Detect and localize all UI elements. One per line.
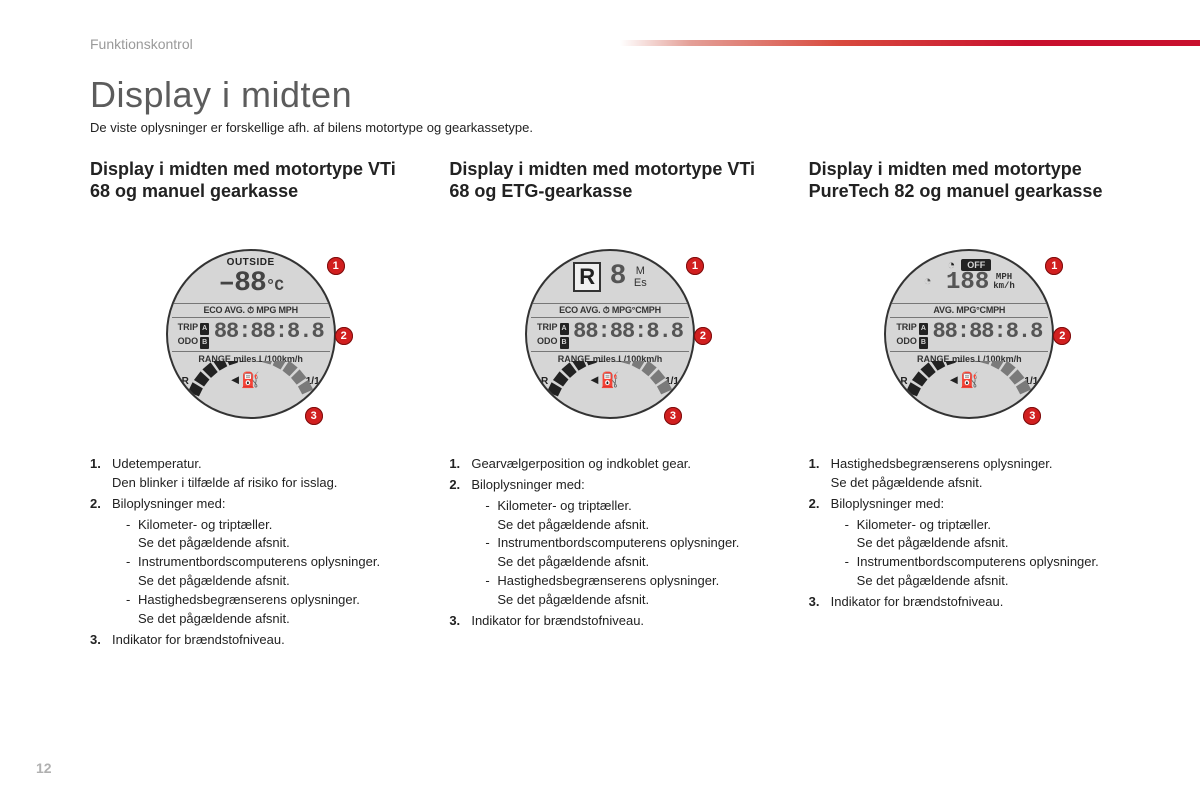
legend-item-number: 2.	[449, 476, 471, 610]
display-column: Display i midten med motortype VTi 68 og…	[90, 159, 411, 651]
display-digits: 88:88:8.8	[932, 319, 1042, 344]
legend-subitem: -Kilometer- og triptæller.Se det pågælde…	[845, 516, 1130, 554]
callout-badge-1: 1	[327, 257, 345, 275]
legend-subitem: -Instrumentbordscomputerens oplysninger.…	[845, 553, 1130, 591]
legend-item-text: Udetemperatur.	[112, 456, 202, 471]
display-column: Display i midten med motortype VTi 68 og…	[449, 159, 770, 651]
callout-badge-3: 3	[664, 407, 682, 425]
legend-list: 1. Hastighedsbegrænserens oplysninger.Se…	[809, 455, 1130, 612]
legend-item-number: 1.	[809, 455, 831, 493]
callout-badge-1: 1	[686, 257, 704, 275]
legend-item: 3. Indikator for brændstofniveau.	[809, 593, 1130, 612]
legend-item: 2. Biloplysninger med: -Kilometer- og tri…	[809, 495, 1130, 591]
legend-subitem: -Kilometer- og triptæller.Se det pågælde…	[485, 497, 770, 535]
display-gear-row: R 8 MEs	[527, 261, 693, 292]
legend-item-number: 2.	[809, 495, 831, 591]
legend-item-text: Indikator for brændstofniveau.	[112, 632, 285, 647]
gear-mode: MEs	[634, 265, 647, 289]
callout-badge-2: 2	[335, 327, 353, 345]
display-fuel-gauge: R ◄ ⛽ 1/1	[168, 365, 334, 409]
columns-container: Display i midten med motortype VTi 68 og…	[90, 159, 1130, 651]
display-eco-line: ECO AVG. ⏱ MPG°CMPH	[527, 305, 693, 316]
display-trip-labels: TRIPAODOB	[896, 321, 928, 349]
display-speed-value: ◔ 188MPHkm/h	[886, 269, 1052, 296]
legend-item-text: Biloplysninger med:	[471, 477, 584, 492]
page-title: Display i midten	[90, 74, 1130, 116]
callout-badge-1: 1	[1045, 257, 1063, 275]
legend-item-number: 1.	[90, 455, 112, 493]
legend-list: 1. Udetemperatur.Den blinker i tilfælde …	[90, 455, 411, 649]
legend-item-number: 3.	[90, 631, 112, 650]
instrument-display: OUTSIDE –88°C ECO AVG. ⏱ MPG MPH TRIPAOD…	[151, 249, 351, 429]
legend-item-text: Biloplysninger med:	[831, 496, 944, 511]
callout-badge-2: 2	[1053, 327, 1071, 345]
legend-item: 2. Biloplysninger med: -Kilometer- og tri…	[449, 476, 770, 610]
display-disc: OUTSIDE –88°C ECO AVG. ⏱ MPG MPH TRIPAOD…	[166, 249, 336, 419]
legend-subitem: -Hastighedsbegrænserens oplysninger.Se d…	[126, 591, 411, 629]
display-eco-line: ECO AVG. ⏱ MPG MPH	[168, 305, 334, 316]
display-trip-labels: TRIPAODOB	[178, 321, 210, 349]
legend-item-text: Hastighedsbegrænserens oplysninger.	[831, 456, 1053, 471]
legend-item-number: 3.	[809, 593, 831, 612]
callout-badge-2: 2	[694, 327, 712, 345]
speedometer-icon: ◔	[924, 274, 932, 289]
legend-item: 1. Udetemperatur.Den blinker i tilfælde …	[90, 455, 411, 493]
display-temp-value: –88°C	[168, 268, 334, 299]
gear-letter: R	[573, 262, 601, 292]
column-heading: Display i midten med motortype PureTech …	[809, 159, 1130, 227]
legend-item-text: Gearvælgerposition og indkoblet gear.	[471, 456, 691, 471]
legend-subitem: -Instrumentbordscomputerens oplysninger.…	[126, 553, 411, 591]
page-subtitle: De viste oplysninger er forskellige afh.…	[90, 120, 1130, 135]
gear-digit: 8	[610, 261, 627, 292]
instrument-display: ◔ OFF ◔ 188MPHkm/h AVG. MPG°CMPH TRIPAOD…	[869, 249, 1069, 429]
callout-badge-3: 3	[1023, 407, 1041, 425]
legend-subitem: -Kilometer- og triptæller.Se det pågælde…	[126, 516, 411, 554]
column-heading: Display i midten med motortype VTi 68 og…	[449, 159, 770, 227]
legend-list: 1. Gearvælgerposition og indkoblet gear.…	[449, 455, 770, 631]
display-eco-line: AVG. MPG°CMPH	[886, 305, 1052, 315]
legend-item: 3. Indikator for brændstofniveau.	[449, 612, 770, 631]
legend-item-number: 1.	[449, 455, 471, 474]
column-heading: Display i midten med motortype VTi 68 og…	[90, 159, 411, 227]
legend-item-number: 2.	[90, 495, 112, 629]
instrument-display: R 8 MEs ECO AVG. ⏱ MPG°CMPH TRIPAODOB 88…	[510, 249, 710, 429]
legend-subitem: -Instrumentbordscomputerens oplysninger.…	[485, 534, 770, 572]
display-fuel-gauge: R ◄ ⛽ 1/1	[886, 365, 1052, 409]
manual-page: Funktionskontrol Display i midten De vis…	[0, 0, 1200, 800]
display-trip-labels: TRIPAODOB	[537, 321, 569, 349]
display-fuel-gauge: R ◄ ⛽ 1/1	[527, 365, 693, 409]
legend-subitem: -Hastighedsbegrænserens oplysninger.Se d…	[485, 572, 770, 610]
display-digits: 88:88:8.8	[573, 319, 683, 344]
display-outside-label: OUTSIDE	[168, 257, 334, 268]
legend-item: 2. Biloplysninger med: -Kilometer- og tri…	[90, 495, 411, 629]
display-digits: 88:88:8.8	[214, 319, 324, 344]
display-column: Display i midten med motortype PureTech …	[809, 159, 1130, 651]
legend-item-text: Biloplysninger med:	[112, 496, 225, 511]
legend-item: 1. Gearvælgerposition og indkoblet gear.	[449, 455, 770, 474]
page-number: 12	[36, 760, 52, 776]
header-accent-stripe	[620, 40, 1200, 46]
display-disc: ◔ OFF ◔ 188MPHkm/h AVG. MPG°CMPH TRIPAOD…	[884, 249, 1054, 419]
legend-item-text: Indikator for brændstofniveau.	[831, 594, 1004, 609]
legend-item: 3. Indikator for brændstofniveau.	[90, 631, 411, 650]
display-disc: R 8 MEs ECO AVG. ⏱ MPG°CMPH TRIPAODOB 88…	[525, 249, 695, 419]
legend-item-number: 3.	[449, 612, 471, 631]
legend-item: 1. Hastighedsbegrænserens oplysninger.Se…	[809, 455, 1130, 493]
callout-badge-3: 3	[305, 407, 323, 425]
legend-item-text: Indikator for brændstofniveau.	[471, 613, 644, 628]
